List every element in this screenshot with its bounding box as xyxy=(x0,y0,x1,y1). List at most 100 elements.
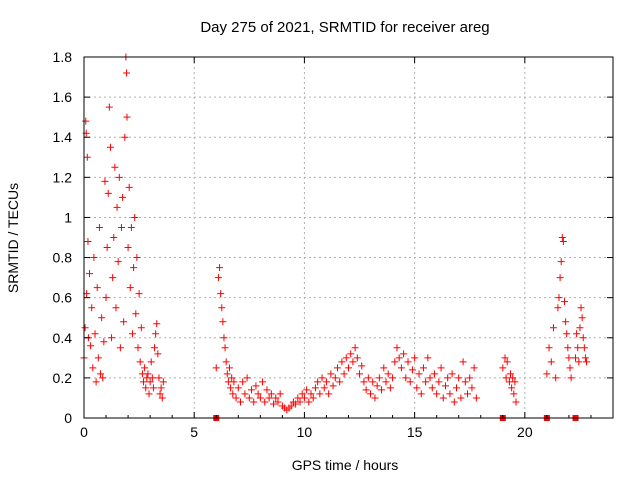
data-point xyxy=(580,344,588,352)
data-point xyxy=(223,370,231,378)
data-point xyxy=(274,398,282,406)
data-point xyxy=(499,364,507,372)
data-point xyxy=(151,344,159,352)
data-point xyxy=(572,354,580,362)
data-point xyxy=(453,384,461,392)
data-points xyxy=(80,53,591,414)
data-point xyxy=(439,394,447,402)
data-point xyxy=(417,390,425,398)
data-point xyxy=(382,378,390,386)
y-tick-label: 1.6 xyxy=(53,89,73,105)
plot-frame xyxy=(83,56,614,419)
data-point xyxy=(119,193,127,201)
data-point xyxy=(305,398,313,406)
data-point xyxy=(559,238,567,246)
data-point xyxy=(345,364,352,372)
data-point xyxy=(424,354,432,362)
data-point xyxy=(243,374,251,382)
data-point xyxy=(263,386,271,394)
x-axis-label: GPS time / hours xyxy=(292,457,399,473)
y-tick-label: 1.2 xyxy=(53,169,73,185)
data-point xyxy=(360,378,368,386)
data-point xyxy=(98,314,106,322)
data-point xyxy=(472,394,480,402)
data-point xyxy=(322,378,330,386)
data-point xyxy=(459,358,467,366)
data-point xyxy=(91,330,99,338)
data-point xyxy=(276,390,284,398)
data-point xyxy=(236,398,244,406)
data-point xyxy=(406,378,414,386)
data-point xyxy=(87,342,95,350)
data-point xyxy=(90,254,98,262)
data-point xyxy=(430,370,438,378)
data-point xyxy=(470,364,478,372)
data-point xyxy=(307,390,315,398)
data-point xyxy=(106,143,114,151)
data-point xyxy=(94,354,102,362)
data-point xyxy=(120,318,128,326)
y-tick-label: 0 xyxy=(64,410,72,426)
data-point xyxy=(272,394,280,402)
x-tick-label: 10 xyxy=(297,424,313,440)
y-tick-label: 0.4 xyxy=(53,330,73,346)
data-point xyxy=(222,358,230,366)
data-point xyxy=(104,189,112,197)
data-point xyxy=(371,394,379,402)
data-point xyxy=(565,354,573,362)
data-point xyxy=(141,364,149,372)
data-point xyxy=(507,370,515,378)
data-point xyxy=(245,394,253,402)
data-point xyxy=(156,390,164,398)
data-point xyxy=(342,354,350,362)
data-point xyxy=(248,386,256,394)
data-point xyxy=(92,378,100,386)
data-point xyxy=(340,370,348,378)
data-point xyxy=(316,390,324,398)
data-point xyxy=(583,358,591,366)
data-point xyxy=(103,244,111,252)
y-tick-label: 0.8 xyxy=(53,250,73,266)
x-tick-label: 5 xyxy=(190,424,198,440)
data-point xyxy=(128,330,136,338)
data-point xyxy=(234,384,242,392)
y-tick-label: 0.2 xyxy=(53,370,73,386)
data-point xyxy=(153,320,161,328)
data-point xyxy=(389,374,397,382)
data-point xyxy=(349,358,357,366)
data-point xyxy=(336,378,344,386)
data-point xyxy=(364,374,372,382)
data-point xyxy=(259,378,267,386)
data-point xyxy=(133,254,141,262)
data-point xyxy=(158,394,166,402)
data-point xyxy=(575,358,583,366)
data-point xyxy=(380,364,388,372)
data-point xyxy=(216,264,224,272)
data-point xyxy=(131,213,139,221)
x-tick-label: 0 xyxy=(80,424,88,440)
data-point xyxy=(300,394,308,402)
data-point xyxy=(433,390,441,398)
data-point xyxy=(415,370,423,378)
y-tick-label: 0.6 xyxy=(53,290,73,306)
data-point xyxy=(287,402,295,410)
data-point xyxy=(93,284,101,292)
data-point xyxy=(347,350,355,358)
data-point xyxy=(82,117,90,125)
data-point xyxy=(130,264,138,272)
data-point xyxy=(309,394,317,402)
data-point xyxy=(146,378,154,386)
data-point xyxy=(567,374,575,382)
data-point xyxy=(578,314,586,322)
data-point xyxy=(157,384,165,392)
data-point xyxy=(229,390,237,398)
data-point xyxy=(149,384,157,392)
data-point xyxy=(298,390,306,398)
data-point xyxy=(574,344,582,352)
data-point xyxy=(135,290,143,298)
data-point xyxy=(117,223,125,231)
grid-layer xyxy=(84,57,613,418)
data-point xyxy=(422,378,430,386)
data-point xyxy=(267,390,275,398)
data-point xyxy=(89,364,97,372)
